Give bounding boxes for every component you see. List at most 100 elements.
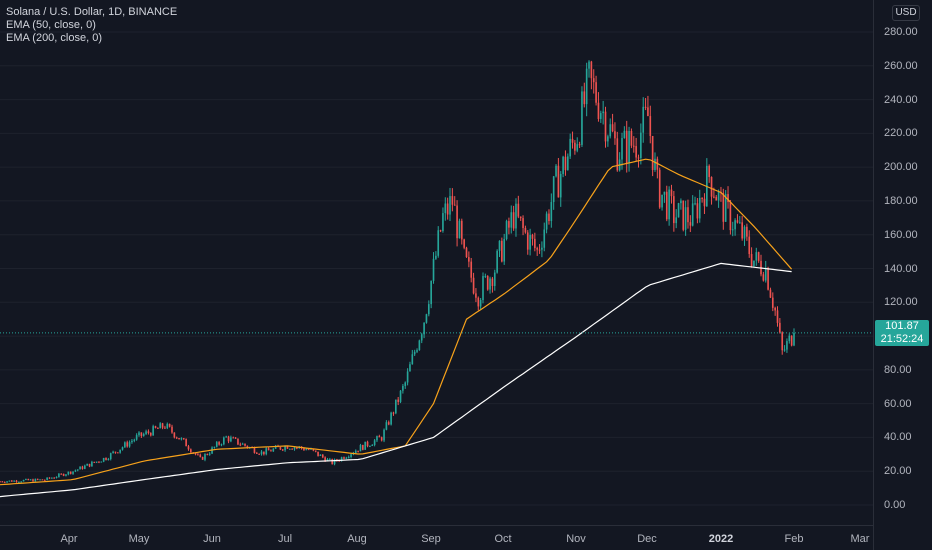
candle-body [387, 422, 390, 425]
ema200-legend[interactable]: EMA (200, close, 0) [6, 32, 102, 44]
time-tick: Apr [60, 533, 78, 545]
candle-body [263, 451, 265, 455]
candle-body [767, 267, 769, 290]
candle-body [34, 478, 37, 482]
candle-body [604, 111, 607, 142]
candle-body [338, 460, 341, 462]
candle-body [475, 293, 477, 298]
candle-body [208, 453, 211, 455]
candle-body [98, 461, 100, 463]
candle-body [465, 247, 468, 258]
price-tick: 280.00 [884, 26, 918, 38]
candle-body [354, 450, 357, 454]
candle-body [783, 349, 786, 351]
candle-body [590, 61, 593, 79]
candle-body [265, 448, 268, 455]
candle-body [684, 207, 687, 230]
candle-body [519, 216, 522, 219]
symbol-title[interactable]: Solana / U.S. Dollar, 1D, BINANCE [6, 6, 178, 18]
candle-body [515, 203, 517, 229]
candle-body [583, 91, 586, 105]
candle-body [288, 448, 291, 450]
candle-body [25, 478, 27, 480]
candle-body [757, 252, 760, 261]
candle-body [493, 272, 496, 286]
candle-body [786, 341, 788, 350]
ema200-line [0, 262, 792, 498]
time-axis[interactable]: Apr May Jun Jul Aug Sep Oct Nov Dec 2022 Feb Mar [0, 525, 873, 550]
candle-body [729, 202, 732, 231]
candle-body [13, 480, 15, 482]
candle-body [239, 444, 242, 446]
candle-body [793, 332, 795, 346]
candle-body [321, 454, 324, 458]
candle-body [373, 440, 376, 446]
candle-body [708, 165, 711, 177]
candle-body [764, 267, 767, 281]
candle-body [788, 335, 791, 342]
candle-body [18, 481, 20, 483]
candle-body [585, 68, 588, 105]
candle-body [607, 136, 609, 142]
candle-body [204, 454, 206, 460]
candle-body [477, 297, 480, 307]
candle-body [753, 260, 755, 266]
candle-body [703, 198, 706, 207]
price-plot[interactable] [0, 0, 873, 525]
price-tick: 160.00 [884, 228, 918, 241]
candle-body [140, 432, 143, 436]
candle-body [397, 399, 400, 402]
candle-body [682, 200, 685, 230]
candle-body [3, 481, 6, 483]
candle-body [571, 138, 574, 143]
candle-body [190, 449, 192, 453]
candle-body [32, 479, 34, 482]
candle-body [698, 197, 701, 219]
candle-body [482, 276, 484, 301]
candle-body [486, 275, 489, 290]
candle-body [279, 447, 282, 450]
last-price-tag: 101.87 21:52:24 [875, 319, 929, 346]
candle-body [362, 445, 364, 450]
candle-body [665, 191, 668, 220]
candle-body [453, 204, 456, 206]
chart-canvas[interactable]: Solana / U.S. Dollar, 1D, BINANCE EMA (5… [0, 0, 873, 525]
candle-body [149, 432, 152, 436]
candle-body [225, 436, 228, 438]
candle-body [317, 451, 319, 456]
candle-body [609, 124, 612, 137]
candle-body [663, 191, 666, 195]
candle-body [444, 203, 447, 214]
candle-body [621, 138, 623, 160]
candle-body [291, 448, 293, 450]
candle-body [182, 438, 185, 440]
candle-body [307, 449, 310, 451]
currency-button[interactable]: USD [892, 5, 920, 21]
candle-body [411, 354, 414, 365]
candle-body [592, 78, 595, 83]
candle-body [491, 278, 494, 286]
candle-body [312, 448, 315, 451]
candle-body [72, 471, 74, 474]
time-tick: Dec [637, 533, 657, 545]
candle-body [510, 212, 513, 228]
candle-body [522, 218, 524, 229]
candle-body [517, 203, 520, 217]
candle-body [230, 437, 232, 442]
candle-body [724, 194, 727, 222]
candle-body [736, 220, 739, 223]
candle-body [632, 145, 635, 147]
candle-body [258, 453, 260, 455]
price-tick: 200.00 [884, 161, 918, 174]
candle-body [574, 142, 576, 151]
price-tick: 260.00 [884, 59, 918, 72]
candle-body [270, 450, 272, 452]
candle-body [107, 459, 110, 461]
candle-body [779, 322, 781, 333]
price-axis[interactable]: USD 280.00 260.00 240.00 220.00 200.00 180.00… [873, 0, 932, 550]
candle-body [206, 454, 209, 456]
ema50-legend[interactable]: EMA (50, close, 0) [6, 19, 96, 31]
price-tick: 240.00 [884, 93, 918, 106]
candle-body [187, 446, 190, 450]
candle-body [43, 479, 46, 481]
